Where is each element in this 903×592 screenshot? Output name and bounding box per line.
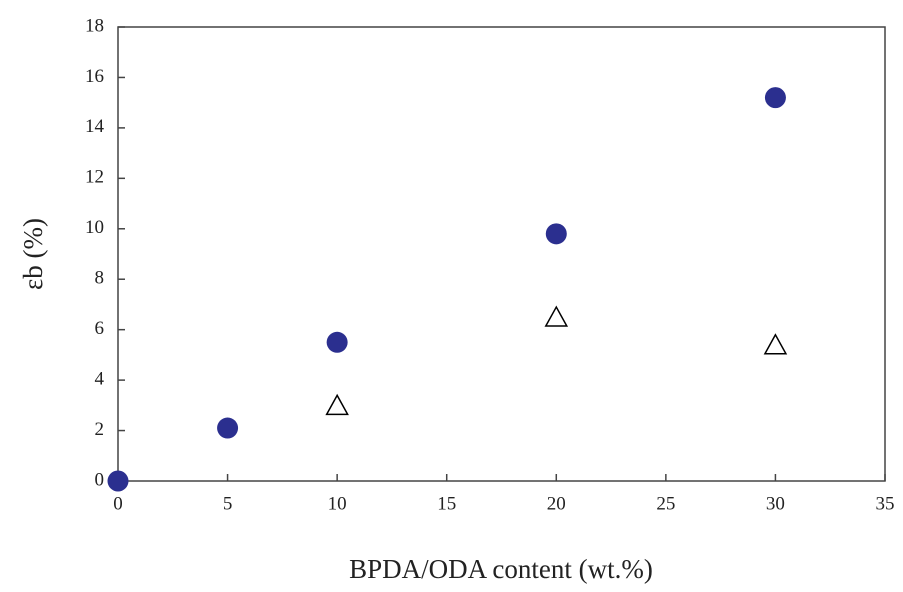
y-tick-label: 18 [85, 15, 104, 36]
y-axis-title: εb (%) [18, 218, 48, 290]
data-point [107, 470, 129, 492]
x-tick-label: 5 [223, 493, 233, 514]
plot-frame [117, 26, 886, 482]
x-tick-label: 25 [656, 493, 675, 514]
data-point [326, 331, 348, 353]
y-tick-label: 12 [85, 167, 104, 188]
data-point [325, 393, 349, 416]
x-tick-label: 35 [876, 493, 895, 514]
x-tick-label: 15 [437, 493, 456, 514]
x-tick-label: 0 [113, 493, 123, 514]
data-point [217, 417, 239, 439]
y-tick-label: 4 [95, 368, 105, 389]
y-tick-label: 2 [95, 419, 105, 440]
data-point [544, 305, 569, 327]
data-point [763, 333, 788, 355]
y-tick-label: 16 [85, 66, 104, 87]
y-tick-label: 10 [85, 217, 104, 238]
x-tick-label: 20 [547, 493, 566, 514]
x-axis-title: BPDA/ODA content (wt.%) [349, 554, 653, 584]
x-tick-label: 10 [328, 493, 347, 514]
x-tick-label: 30 [766, 493, 785, 514]
y-tick-label: 0 [95, 469, 105, 490]
data-point [545, 223, 567, 245]
y-tick-label: 6 [95, 318, 105, 339]
y-tick-label: 8 [95, 268, 105, 289]
y-tick-label: 14 [85, 116, 105, 137]
data-point [764, 87, 786, 109]
